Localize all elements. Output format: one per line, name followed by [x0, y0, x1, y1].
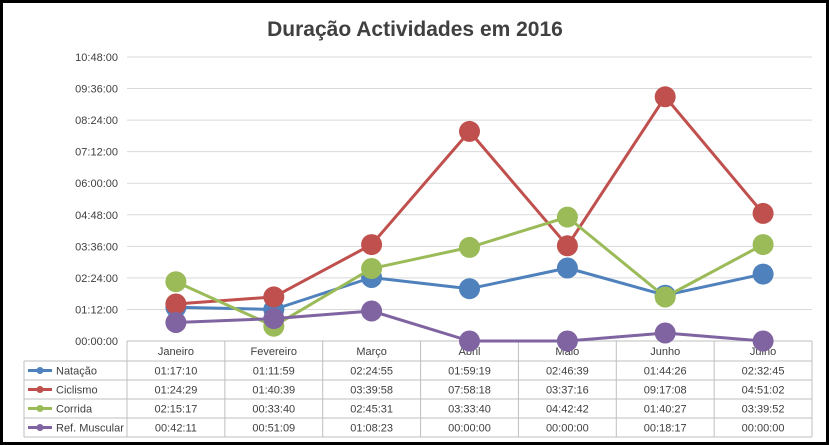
data-point: [165, 271, 187, 293]
y-tick-label: 10:48:00: [75, 52, 118, 64]
category-label: Janeiro: [158, 346, 194, 358]
y-tick-label: 07:12:00: [75, 147, 118, 159]
category-label: Junho: [650, 346, 680, 358]
legend-label: Corrida: [56, 404, 93, 416]
data-label: 01:59:19: [448, 366, 491, 378]
data-point: [459, 120, 480, 142]
legend-label: Ciclismo: [56, 385, 98, 397]
data-point: [752, 330, 774, 352]
data-point: [459, 330, 480, 352]
data-label: 00:33:40: [252, 404, 295, 416]
y-tick-label: 01:12:00: [75, 304, 118, 316]
data-label: 02:24:55: [350, 366, 393, 378]
data-label: 07:58:18: [448, 385, 491, 397]
data-label: 03:33:40: [448, 404, 491, 416]
y-tick-label: 09:36:00: [75, 84, 118, 96]
data-label: 02:32:45: [742, 366, 785, 378]
data-label: 00:00:00: [448, 423, 491, 435]
data-point: [654, 322, 676, 344]
data-label: 00:00:00: [742, 423, 785, 435]
category-label: Março: [356, 346, 387, 358]
y-tick-label: 03:36:00: [75, 241, 118, 253]
data-point: [556, 235, 578, 257]
data-label: 03:39:58: [350, 385, 393, 397]
series-ciclismo: [165, 86, 774, 315]
data-point: [361, 258, 383, 279]
data-label: 00:18:17: [644, 423, 687, 435]
legend-key-marker: [36, 386, 44, 393]
legend-label: Natação: [56, 366, 97, 378]
data-label: 02:15:17: [155, 404, 198, 416]
data-point: [263, 308, 285, 330]
legend-key-marker: [36, 405, 44, 412]
data-point: [263, 286, 285, 308]
data-label: 00:42:11: [155, 423, 197, 435]
legend-label: Ref. Muscular: [56, 423, 124, 435]
data-point: [165, 293, 187, 315]
series-layer: [165, 86, 774, 352]
y-tick-label: 00:00:00: [75, 336, 118, 348]
data-point: [752, 234, 774, 256]
data-point: [556, 330, 578, 352]
data-label: 01:11:59: [253, 366, 295, 378]
legend-key-marker: [36, 367, 44, 374]
data-point: [165, 312, 187, 333]
data-label: 01:08:23: [350, 423, 393, 435]
data-label: 01:40:27: [644, 404, 687, 416]
data-label: 01:44:26: [644, 366, 687, 378]
data-label: 03:39:52: [742, 404, 785, 416]
data-label: 01:17:10: [155, 366, 198, 378]
y-tick-label: 08:24:00: [75, 115, 118, 127]
data-label: 09:17:08: [644, 385, 687, 397]
data-point: [654, 286, 676, 308]
data-point: [361, 300, 383, 322]
data-point: [556, 206, 578, 228]
data-label: 04:42:42: [546, 404, 589, 416]
y-tick-label: 06:00:00: [75, 178, 118, 190]
data-point: [459, 236, 480, 258]
category-label: Fevereiro: [251, 346, 297, 358]
data-point: [752, 202, 774, 224]
data-label: 00:51:09: [252, 423, 295, 435]
y-tick-label: 04:48:00: [75, 210, 118, 222]
data-label: 01:24:29: [155, 385, 198, 397]
data-label: 02:45:31: [350, 404, 393, 416]
legend-key-marker: [36, 424, 44, 431]
chart-title: Duração Actividades em 2016: [267, 18, 563, 41]
data-table: Janeiro Fevereiro Março Abril Maio Junho Julho…: [23, 340, 813, 438]
data-label: 00:00:00: [546, 423, 589, 435]
data-label: 02:46:39: [546, 366, 589, 378]
data-point: [556, 257, 578, 279]
data-label: 03:37:16: [546, 385, 589, 397]
y-tick-label: 02:24:00: [75, 273, 118, 285]
data-point: [752, 263, 774, 285]
data-point: [459, 278, 480, 300]
data-label: 04:51:02: [742, 385, 785, 397]
data-point: [361, 234, 383, 256]
data-label: 01:40:39: [252, 385, 295, 397]
series-ref-muscular: [165, 300, 774, 352]
data-point: [654, 86, 676, 108]
